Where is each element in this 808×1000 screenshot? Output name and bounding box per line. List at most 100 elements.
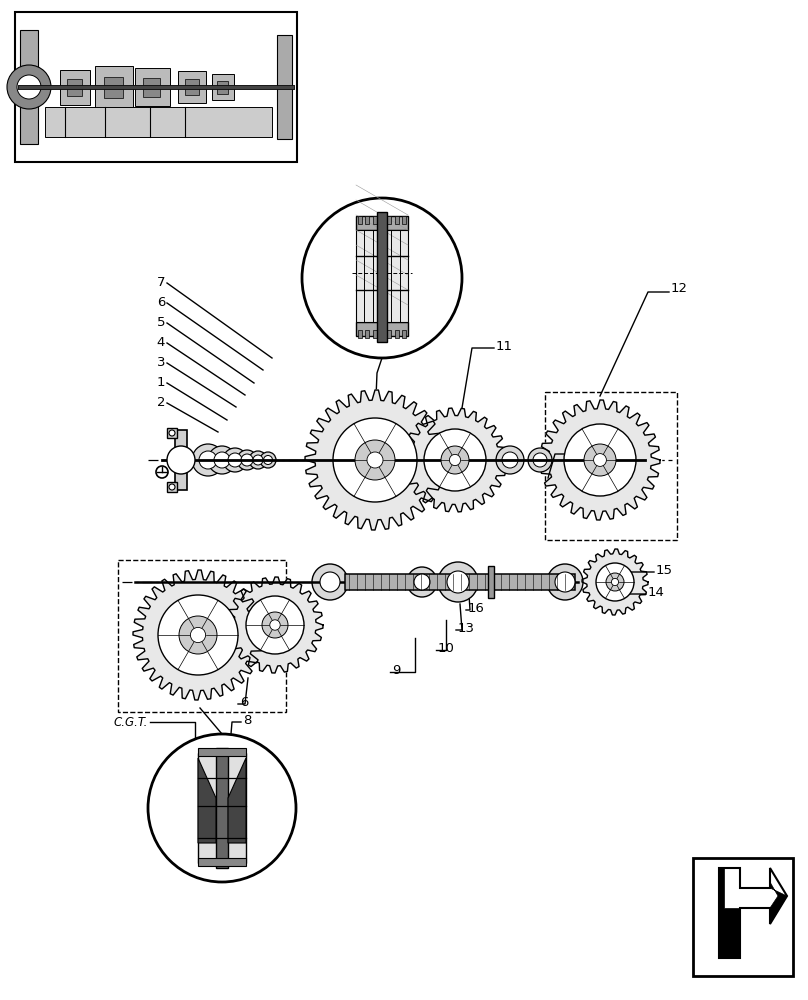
Bar <box>175 430 187 490</box>
Bar <box>545 392 677 540</box>
Bar <box>356 216 408 230</box>
Circle shape <box>596 563 634 601</box>
Polygon shape <box>228 758 246 843</box>
Circle shape <box>167 446 195 474</box>
Bar <box>356 322 408 336</box>
Circle shape <box>7 65 51 109</box>
Text: 8: 8 <box>432 275 440 288</box>
Circle shape <box>528 448 552 472</box>
Bar <box>693 858 793 976</box>
Text: 8: 8 <box>243 714 251 726</box>
Bar <box>118 560 286 712</box>
Circle shape <box>555 572 575 592</box>
Text: 5: 5 <box>157 316 165 330</box>
Bar <box>402 216 406 224</box>
Text: 16: 16 <box>468 601 485 614</box>
Bar <box>178 71 206 103</box>
Circle shape <box>441 446 469 474</box>
Bar <box>60 70 90 105</box>
Circle shape <box>533 453 547 467</box>
Bar <box>185 79 199 95</box>
Bar <box>212 74 234 100</box>
Circle shape <box>270 620 280 630</box>
Circle shape <box>17 75 41 99</box>
Circle shape <box>249 451 267 469</box>
Bar <box>45 107 272 137</box>
Text: 11: 11 <box>496 340 513 353</box>
Polygon shape <box>719 868 787 958</box>
Polygon shape <box>403 408 507 512</box>
Circle shape <box>447 571 469 593</box>
Circle shape <box>179 616 217 654</box>
Bar <box>15 12 297 162</box>
Circle shape <box>564 424 636 496</box>
Text: 12: 12 <box>671 282 688 294</box>
Circle shape <box>241 454 253 466</box>
Text: 6: 6 <box>240 696 248 708</box>
Bar <box>380 330 384 338</box>
Bar <box>20 30 38 144</box>
Bar <box>95 66 133 108</box>
Polygon shape <box>719 868 740 958</box>
Bar <box>372 216 377 224</box>
Text: 15: 15 <box>656 564 673 576</box>
Circle shape <box>169 484 175 490</box>
Bar <box>380 216 384 224</box>
Bar <box>216 748 228 868</box>
Circle shape <box>263 456 272 464</box>
Text: C.G.T.: C.G.T. <box>114 716 148 728</box>
Circle shape <box>424 429 486 491</box>
Circle shape <box>496 446 524 474</box>
Bar <box>143 78 160 97</box>
Bar <box>358 216 362 224</box>
Bar <box>198 858 246 866</box>
Text: 1: 1 <box>157 376 165 389</box>
Bar <box>104 77 123 98</box>
Circle shape <box>367 452 383 468</box>
Bar <box>167 482 177 492</box>
Bar <box>372 330 377 338</box>
Circle shape <box>158 595 238 675</box>
Circle shape <box>214 452 230 468</box>
Circle shape <box>407 567 437 597</box>
Circle shape <box>414 574 430 590</box>
Circle shape <box>237 450 257 470</box>
Bar <box>394 216 398 224</box>
Bar <box>387 216 391 224</box>
Circle shape <box>320 572 340 592</box>
Circle shape <box>302 198 462 358</box>
Circle shape <box>584 444 616 476</box>
Polygon shape <box>198 758 216 843</box>
Circle shape <box>192 444 224 476</box>
Circle shape <box>246 596 304 654</box>
Polygon shape <box>540 400 660 520</box>
Text: 3: 3 <box>157 357 165 369</box>
Text: 14: 14 <box>648 585 665 598</box>
Bar <box>356 230 408 322</box>
Bar <box>365 330 369 338</box>
Circle shape <box>606 573 624 591</box>
Circle shape <box>355 440 395 480</box>
Circle shape <box>253 455 263 465</box>
Bar <box>358 330 362 338</box>
Bar <box>394 330 398 338</box>
Polygon shape <box>305 390 445 530</box>
Circle shape <box>262 612 288 638</box>
Circle shape <box>312 564 348 600</box>
Text: 9: 9 <box>392 664 401 676</box>
Text: 6: 6 <box>157 296 165 310</box>
Bar <box>387 330 391 338</box>
Circle shape <box>547 564 583 600</box>
Circle shape <box>156 466 168 478</box>
Bar <box>198 753 246 863</box>
Text: 6: 6 <box>592 446 600 458</box>
Bar <box>402 330 406 338</box>
Circle shape <box>148 734 296 882</box>
Text: 10: 10 <box>438 642 455 654</box>
Bar <box>167 428 177 438</box>
Circle shape <box>333 418 417 502</box>
Bar <box>67 79 82 96</box>
Circle shape <box>199 451 217 469</box>
Circle shape <box>594 454 606 466</box>
Text: 13: 13 <box>458 621 475 635</box>
